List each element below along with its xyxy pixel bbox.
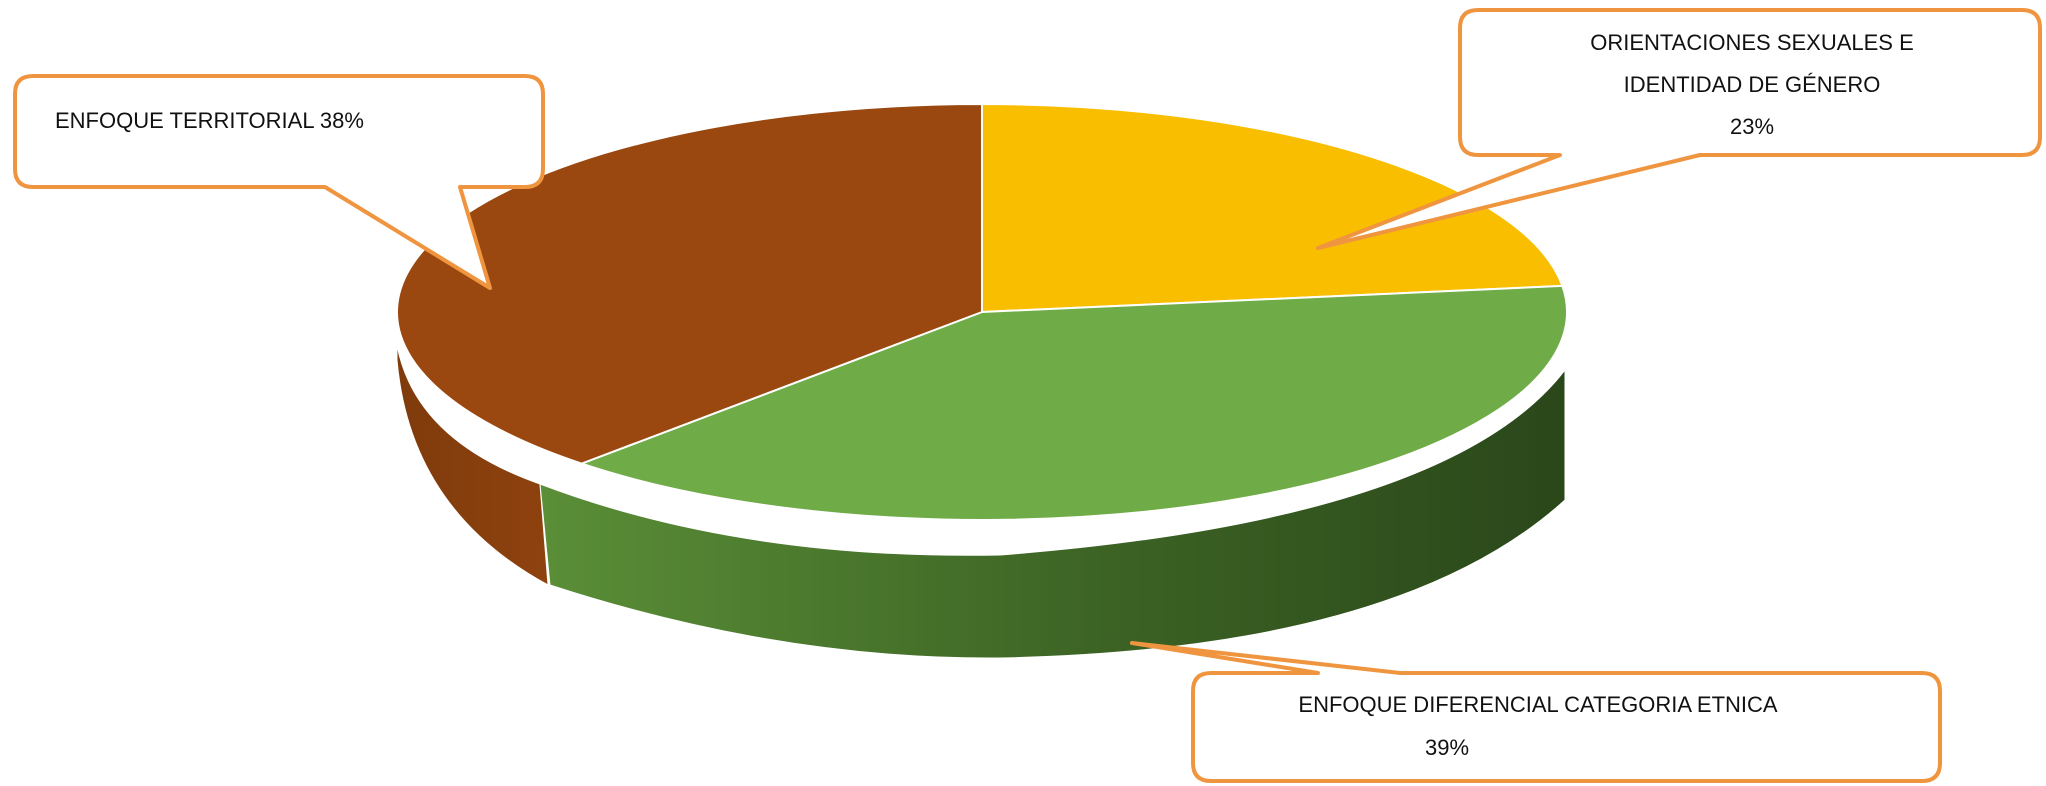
callout-0: ORIENTACIONES SEXUALES E IDENTIDAD DE GÉN… <box>1316 8 2042 250</box>
callout-1: ENFOQUE DIFERENCIAL CATEGORIA ETNICA 39% <box>1130 641 1942 783</box>
callout-box-0 <box>1316 8 2042 250</box>
pie-side-green <box>539 368 1566 659</box>
callout-label-0-line-2: 23% <box>1730 114 1774 139</box>
callout-label-1-line-1: 39% <box>1425 735 1469 760</box>
pie-side-brown <box>396 344 549 586</box>
callout-label-2-line-0: ENFOQUE TERRITORIAL 38% <box>55 108 364 133</box>
callout-box-2 <box>13 74 545 290</box>
pie-slice-1 <box>578 284 1568 521</box>
callout-2: ENFOQUE TERRITORIAL 38% <box>13 74 545 290</box>
callout-label-0-line-1: IDENTIDAD DE GÉNERO <box>1624 72 1881 97</box>
callout-box-1 <box>1130 641 1942 783</box>
pie-slice-0 <box>981 102 1564 314</box>
callout-label-0-line-0: ORIENTACIONES SEXUALES E <box>1590 30 1914 55</box>
callout-label-1-line-0: ENFOQUE DIFERENCIAL CATEGORIA ETNICA <box>1298 692 1778 717</box>
